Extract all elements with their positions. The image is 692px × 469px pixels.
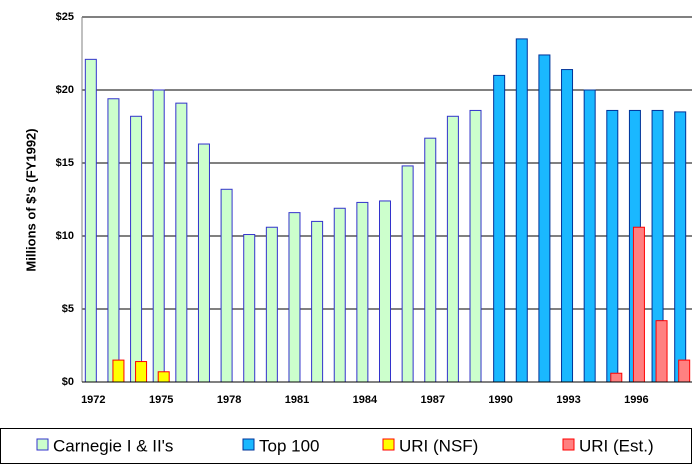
bar bbox=[401, 165, 414, 383]
bar bbox=[678, 359, 691, 383]
y-tick-label: $0 bbox=[62, 376, 74, 388]
bar bbox=[175, 102, 188, 383]
bar bbox=[243, 234, 256, 383]
bar bbox=[356, 201, 369, 383]
bar bbox=[446, 115, 459, 383]
legend-label: Carnegie I & II's bbox=[53, 436, 173, 455]
bar bbox=[112, 359, 125, 383]
x-tick-label: 1987 bbox=[421, 394, 445, 406]
bar bbox=[265, 226, 278, 383]
bar bbox=[606, 109, 619, 383]
bar bbox=[84, 58, 97, 383]
bar bbox=[515, 38, 528, 383]
bar bbox=[561, 69, 574, 383]
x-tick-label: 1975 bbox=[149, 394, 173, 406]
y-tick-label: $10 bbox=[56, 230, 74, 242]
bar bbox=[311, 220, 324, 383]
bar bbox=[632, 226, 645, 383]
legend-label: URI (NSF) bbox=[399, 436, 478, 455]
x-tick-label: 1981 bbox=[285, 394, 309, 406]
bar bbox=[469, 109, 482, 383]
bar bbox=[655, 320, 668, 383]
legend-swatch bbox=[36, 438, 49, 451]
y-tick-label: $5 bbox=[62, 303, 74, 315]
bar bbox=[379, 200, 391, 383]
x-tick-label: 1972 bbox=[81, 394, 105, 406]
x-tick-label: 1993 bbox=[556, 394, 580, 406]
bar bbox=[610, 372, 623, 383]
x-tick-label: 1996 bbox=[624, 394, 648, 406]
bar bbox=[288, 212, 301, 383]
y-tick-label: $20 bbox=[56, 84, 74, 96]
legend-label: Top 100 bbox=[259, 436, 320, 455]
bar bbox=[583, 89, 596, 383]
bar bbox=[220, 188, 233, 383]
bar bbox=[107, 98, 120, 383]
bar bbox=[197, 143, 210, 383]
x-tick-label: 1990 bbox=[488, 394, 512, 406]
legend-label: URI (Est.) bbox=[579, 436, 654, 455]
legend-box bbox=[0, 428, 692, 464]
bar bbox=[157, 371, 170, 383]
legend-swatch bbox=[562, 438, 575, 451]
legend-swatch bbox=[382, 438, 395, 451]
bar bbox=[538, 54, 551, 383]
bar bbox=[333, 207, 346, 383]
bar bbox=[152, 89, 165, 383]
bar bbox=[130, 115, 143, 383]
x-tick-label: 1978 bbox=[217, 394, 241, 406]
bar bbox=[674, 111, 687, 383]
x-tick-label: 1984 bbox=[353, 394, 378, 406]
y-tick-label: $25 bbox=[56, 11, 74, 23]
legend-swatch bbox=[242, 438, 255, 451]
bar bbox=[424, 137, 437, 383]
bar bbox=[135, 361, 148, 383]
y-tick-label: $15 bbox=[56, 157, 74, 169]
bar bbox=[493, 74, 506, 383]
y-axis-title: Millions of $'s (FY1992) bbox=[23, 128, 38, 271]
